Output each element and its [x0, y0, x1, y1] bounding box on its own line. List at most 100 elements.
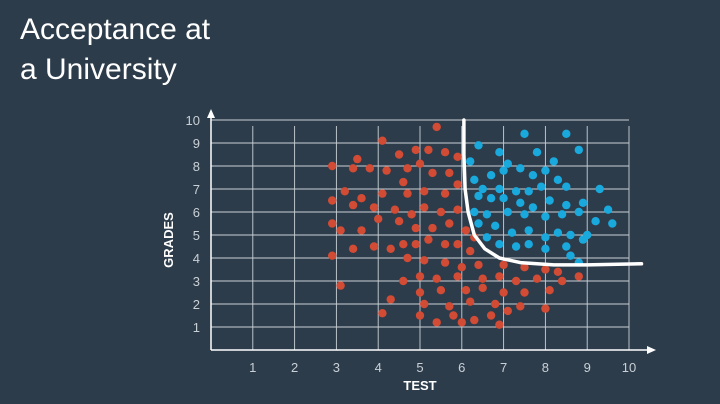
- rejected-point: [399, 177, 408, 187]
- rejected-point: [415, 159, 425, 168]
- accepted-point: [516, 198, 525, 207]
- accepted-point: [562, 242, 571, 251]
- accepted-point: [553, 175, 563, 184]
- accepted-point: [503, 207, 512, 217]
- rejected-point: [440, 240, 450, 249]
- rejected-point: [466, 297, 475, 306]
- rejected-point: [407, 210, 416, 219]
- rejected-point: [348, 200, 358, 210]
- rejected-point: [424, 145, 433, 155]
- rejected-point: [340, 187, 349, 196]
- axes: [207, 109, 656, 354]
- accepted-point: [574, 145, 583, 155]
- rejected-point: [449, 311, 458, 320]
- rejected-point: [457, 263, 466, 272]
- slide-title-line-2: a University: [20, 53, 177, 86]
- rejected-point: [516, 302, 525, 311]
- rejected-point: [432, 122, 441, 132]
- rejected-point: [440, 258, 450, 267]
- x-tick-label: 7: [500, 360, 507, 375]
- rejected-point: [457, 318, 466, 327]
- accepted-point: [549, 157, 558, 166]
- rejected-point: [403, 164, 412, 173]
- rejected-point: [420, 299, 429, 309]
- accepted-point: [537, 182, 546, 191]
- boundary-curve: [462, 118, 644, 267]
- rejected-point: [495, 320, 504, 329]
- rejected-point: [432, 318, 441, 327]
- accepted-point: [545, 196, 554, 205]
- accepted-point: [541, 212, 550, 221]
- accepted-point: [566, 230, 575, 240]
- rejected-point: [357, 226, 366, 235]
- rejected-point: [415, 272, 425, 281]
- accepted-point: [482, 210, 492, 219]
- rejected-point: [336, 226, 345, 235]
- y-tick-label: 7: [193, 182, 200, 197]
- accepted-point: [541, 244, 550, 253]
- accepted-point: [495, 148, 504, 157]
- data-points: [328, 122, 617, 329]
- rejected-point: [436, 207, 446, 217]
- accepted-point: [528, 171, 538, 180]
- rejected-point: [386, 295, 395, 304]
- rejected-point: [445, 168, 454, 178]
- tick-labels: 1 2 3 4 5 6 7 8 9 10 1 2 3 4 5 6 7 8 9 10: [186, 113, 637, 375]
- grid: [211, 119, 630, 350]
- rejected-point: [415, 288, 425, 297]
- x-tick-label: 2: [291, 360, 298, 375]
- rejected-point: [420, 203, 429, 212]
- accepted-point: [482, 233, 492, 242]
- accepted-point: [470, 207, 479, 217]
- accepted-point: [553, 228, 563, 237]
- accepted-point: [524, 226, 533, 235]
- accepted-point: [478, 184, 487, 194]
- rejected-point: [453, 152, 462, 161]
- x-tick-label: 9: [584, 360, 591, 375]
- accepted-point: [503, 159, 512, 168]
- accepted-point: [562, 182, 571, 191]
- accepted-point: [499, 166, 508, 175]
- rejected-point: [491, 299, 500, 309]
- accepted-point: [608, 219, 617, 228]
- y-tick-label: 3: [193, 274, 200, 289]
- accepted-point: [578, 198, 588, 207]
- y-tick-label: 1: [193, 320, 200, 335]
- x-tick-label: 8: [542, 360, 549, 375]
- rejected-point: [557, 276, 567, 286]
- rejected-point: [445, 302, 454, 311]
- rejected-point: [390, 205, 400, 214]
- rejected-point: [453, 240, 462, 249]
- accepted-point: [532, 148, 542, 157]
- accepted-point: [528, 203, 538, 212]
- accepted-point: [574, 207, 583, 217]
- accepted-point: [520, 129, 529, 138]
- rejected-point: [328, 196, 337, 205]
- accepted-point: [486, 171, 496, 180]
- rejected-point: [532, 274, 542, 283]
- rejected-point: [440, 189, 450, 198]
- rejected-point: [445, 219, 454, 228]
- y-tick-label: 10: [186, 113, 200, 128]
- rejected-point: [428, 168, 437, 178]
- rejected-point: [453, 272, 462, 281]
- rejected-point: [378, 309, 387, 318]
- rejected-point: [453, 180, 462, 189]
- rejected-point: [436, 286, 446, 295]
- rejected-point: [411, 240, 420, 249]
- x-axis-arrow-icon: [647, 346, 656, 354]
- rejected-point: [461, 286, 471, 295]
- rejected-point: [374, 214, 383, 224]
- rejected-point: [348, 164, 358, 173]
- rejected-point: [478, 283, 487, 293]
- y-axis-arrow-icon: [207, 109, 215, 118]
- rejected-point: [369, 203, 379, 212]
- rejected-point: [503, 306, 512, 316]
- accepted-point: [511, 187, 521, 196]
- x-tick-label: 6: [458, 360, 465, 375]
- accepted-point: [486, 194, 496, 203]
- rejected-point: [453, 205, 462, 214]
- rejected-point: [511, 276, 521, 286]
- rejected-point: [420, 187, 429, 196]
- accepted-point: [524, 240, 533, 249]
